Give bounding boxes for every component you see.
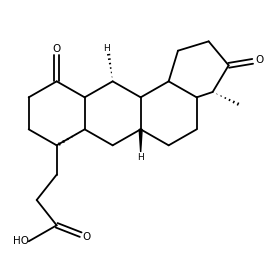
Text: O: O <box>53 44 61 54</box>
Polygon shape <box>139 129 142 152</box>
Text: O: O <box>255 55 263 65</box>
Text: O: O <box>83 232 91 242</box>
Text: H: H <box>103 44 110 53</box>
Text: H: H <box>137 153 144 162</box>
Text: HO: HO <box>13 236 29 246</box>
